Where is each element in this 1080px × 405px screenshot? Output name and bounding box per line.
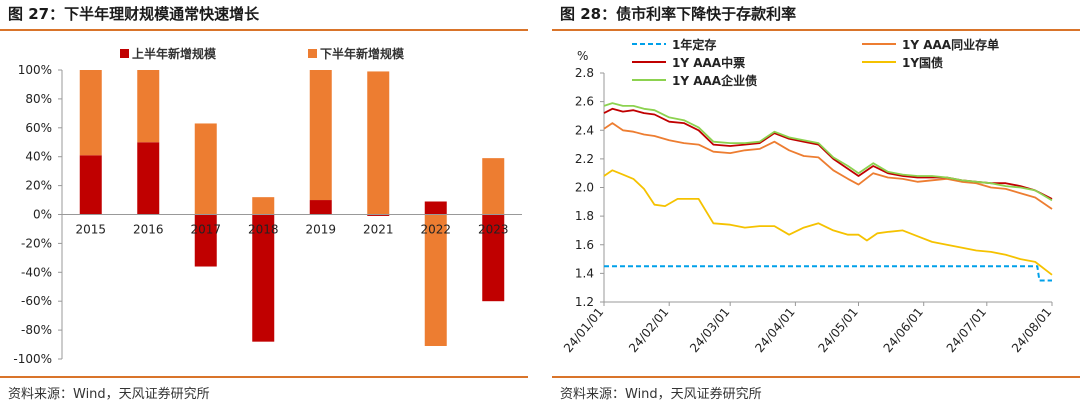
- left-title-rule: [0, 29, 528, 31]
- bar-segment: [137, 142, 160, 215]
- bar-segment: [79, 70, 102, 156]
- y-tick-label: -60%: [21, 294, 52, 308]
- x-tick-label: 24/04/01: [752, 305, 797, 355]
- series-line: [603, 169, 1053, 276]
- series-line: [603, 122, 1053, 210]
- legend-label: 1Y AAA中票: [672, 55, 745, 70]
- y-tick-label: 100%: [18, 63, 52, 77]
- legend-label: 下半年新增规模: [320, 46, 405, 61]
- y-tick-label: -40%: [21, 265, 52, 279]
- y-tick-label: 1.6: [575, 238, 594, 252]
- y-tick-label: 2.0: [575, 181, 594, 195]
- bar-segment: [424, 201, 447, 215]
- x-tick-label: 2015: [75, 223, 106, 237]
- y-tick-label: 2.2: [575, 152, 594, 166]
- y-tick-label: 2.8: [575, 66, 594, 80]
- bar-segment: [252, 214, 275, 342]
- bar-segment: [482, 158, 505, 215]
- x-tick-label: 2022: [420, 223, 451, 237]
- y-tick-label: -80%: [21, 323, 52, 337]
- legend-swatch: [308, 49, 317, 58]
- bar-segment: [194, 123, 217, 215]
- x-tick-label: 24/01/01: [561, 305, 606, 355]
- bar-segment: [309, 200, 332, 215]
- y-tick-label: 1.4: [575, 266, 594, 280]
- y-tick-label: 80%: [25, 92, 52, 106]
- bar-segment: [79, 155, 102, 215]
- x-tick-label: 2017: [190, 223, 221, 237]
- x-tick-label: 2018: [248, 223, 279, 237]
- x-tick-label: 24/08/01: [1009, 305, 1054, 355]
- y-axis-unit: %: [577, 49, 588, 63]
- left-chart-panel: 图 27：下半年理财规模通常快速增长 -100% -80% -60% -40% -20%…: [0, 0, 528, 405]
- y-tick-label: 20%: [25, 179, 52, 193]
- y-tick-label: 60%: [25, 121, 52, 135]
- left-chart-title: 图 27：下半年理财规模通常快速增长: [8, 5, 260, 23]
- y-tick-label: 2.4: [575, 123, 594, 137]
- bar-segment: [367, 214, 390, 216]
- legend-label: 1Y AAA同业存单: [902, 37, 999, 52]
- x-tick-label: 24/03/01: [687, 305, 732, 355]
- x-tick-label: 2021: [363, 223, 394, 237]
- bar-segment: [194, 214, 217, 267]
- x-tick-label: 24/06/01: [881, 305, 926, 355]
- y-tick-label: -20%: [21, 236, 52, 250]
- right-source-rule: [552, 376, 1080, 378]
- right-chart-title: 图 28：债市利率下降快于存款利率: [560, 5, 797, 23]
- x-tick-label: 2023: [478, 223, 509, 237]
- legend-label: 上半年新增规模: [132, 46, 217, 61]
- y-tick-label: 2.6: [575, 95, 594, 109]
- left-source-note: 资料来源：Wind，天风证券研究所: [8, 387, 210, 402]
- x-tick-label: 2019: [305, 223, 336, 237]
- legend-label: 1年定存: [672, 37, 716, 52]
- left-bar-chart: -100% -80% -60% -40% -20% 0% 20% 40% 60% 80% 100% 2…: [13, 46, 522, 366]
- y-tick-label: -100%: [13, 352, 52, 366]
- right-line-chart: % 1.2 1.4 1.6 1.8 2.0 2.2 2.4 2.6 2.8 24/01/01 24/0…: [561, 37, 1054, 355]
- bar-segment: [252, 197, 275, 215]
- y-tick-label: 40%: [25, 150, 52, 164]
- x-tick-label: 24/05/01: [815, 305, 860, 355]
- series-line: [603, 102, 1053, 202]
- y-tick-label: 0%: [33, 208, 52, 222]
- left-source-rule: [0, 376, 528, 378]
- x-tick-label: 24/07/01: [944, 305, 989, 355]
- x-tick-label: 24/02/01: [626, 305, 671, 355]
- legend-swatch: [120, 49, 129, 58]
- right-chart-panel: 图 28：债市利率下降快于存款利率 % 1.2 1.4 1.6 1.8 2.0 2.2 2.4…: [552, 0, 1080, 405]
- right-title-rule: [552, 29, 1080, 31]
- legend-label: 1Y AAA企业债: [672, 73, 757, 88]
- bar-segment: [309, 70, 332, 201]
- legend-label: 1Y国债: [902, 55, 943, 70]
- bar-segment: [482, 214, 505, 302]
- y-tick-label: 1.2: [575, 295, 594, 309]
- bar-segment: [367, 71, 390, 215]
- right-source-note: 资料来源：Wind，天风证券研究所: [560, 387, 762, 402]
- series-line: [604, 265, 1052, 282]
- bar-segment: [424, 214, 447, 346]
- x-tick-label: 2016: [133, 223, 164, 237]
- bar-segment: [137, 70, 160, 143]
- y-tick-label: 1.8: [575, 209, 594, 223]
